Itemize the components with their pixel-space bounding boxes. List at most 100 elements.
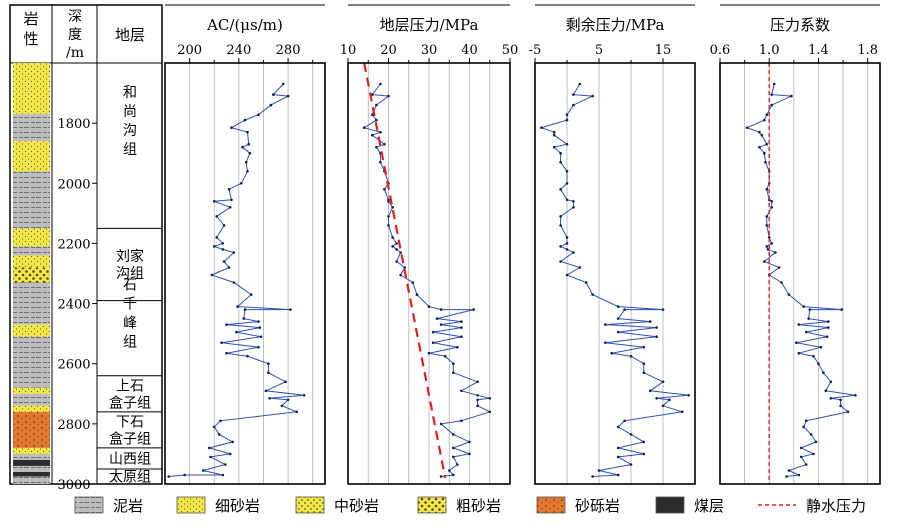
data-point	[222, 260, 226, 263]
data-point	[257, 320, 260, 323]
data-point	[758, 145, 761, 149]
data-point	[415, 293, 419, 296]
litho-interval-fine_sandstone	[13, 141, 50, 172]
data-point	[289, 308, 292, 311]
data-point	[839, 398, 842, 402]
data-point	[572, 251, 575, 254]
header-depth-unit: /m	[66, 45, 84, 61]
left-table-frame	[9, 4, 163, 485]
data-point	[565, 142, 569, 146]
data-point	[616, 455, 620, 459]
data-point	[642, 452, 646, 456]
data-point	[243, 308, 247, 311]
data-point	[219, 419, 222, 423]
data-point	[661, 308, 665, 311]
data-point	[770, 103, 773, 107]
legend-label: 中砂岩	[334, 497, 379, 515]
depth-tick-label: 1800	[57, 117, 90, 132]
data-point	[839, 404, 842, 408]
depth-tick-label: 2800	[57, 418, 90, 433]
depth-tick-label: 3000	[57, 478, 90, 493]
legend-swatch	[74, 496, 104, 514]
litho-interval-mudstone	[13, 336, 50, 388]
data-point	[597, 469, 601, 472]
data-point	[687, 394, 690, 397]
data-point	[812, 452, 815, 456]
data-point	[439, 323, 443, 326]
data-point	[281, 82, 285, 86]
data-point	[460, 326, 463, 329]
data-point	[472, 308, 475, 311]
data-point	[371, 113, 374, 116]
data-point	[817, 362, 820, 366]
litho-interval-mudstone	[13, 246, 50, 256]
data-point	[443, 354, 447, 358]
data-point	[552, 130, 556, 134]
data-point	[591, 293, 594, 296]
data-point	[212, 425, 216, 429]
data-point	[476, 398, 479, 402]
x-tick-label: 1.4	[808, 43, 829, 58]
legend-label: 粗砂岩	[456, 497, 501, 515]
data-point	[770, 242, 773, 245]
data-point	[559, 245, 562, 248]
data-point	[846, 410, 850, 414]
data-point	[391, 206, 394, 209]
data-point	[763, 118, 766, 122]
formation-label: 组	[123, 142, 137, 158]
data-point	[797, 473, 801, 477]
data-point	[764, 160, 767, 164]
formation-label: 上石	[116, 378, 144, 394]
data-point	[790, 94, 793, 98]
depth-tick-label: 2000	[57, 177, 90, 192]
data-point	[559, 224, 562, 227]
data-point	[460, 320, 463, 323]
data-point	[232, 281, 236, 284]
data-point	[257, 345, 260, 349]
litho-interval-fine_sandstone	[13, 324, 50, 337]
data-point	[578, 266, 582, 269]
data-point	[259, 335, 263, 339]
data-point	[642, 362, 646, 366]
data-point	[269, 103, 273, 107]
data-point	[249, 293, 253, 296]
x-tick-label: 1.0	[759, 43, 780, 58]
formation-label: 石	[123, 278, 137, 294]
data-point	[829, 397, 833, 400]
litho-interval-fine_sandstone	[13, 447, 50, 454]
data-point	[468, 440, 471, 444]
data-point	[246, 130, 249, 134]
data-point	[488, 410, 492, 414]
data-point	[814, 440, 818, 444]
data-point	[797, 351, 801, 355]
data-point	[439, 308, 443, 311]
data-point	[284, 380, 287, 384]
data-point	[395, 242, 398, 245]
data-point	[787, 293, 791, 296]
data-point	[230, 198, 233, 202]
data-point	[235, 330, 238, 334]
data-point	[578, 82, 582, 86]
data-point	[559, 260, 562, 263]
litho-interval-fine_sandstone	[13, 387, 50, 394]
x-tick-label: 200	[177, 43, 202, 58]
data-point	[242, 317, 246, 320]
data-point	[460, 389, 463, 393]
data-point	[655, 335, 658, 339]
data-point	[375, 145, 378, 149]
data-point	[809, 433, 813, 436]
data-point	[228, 452, 232, 456]
data-point	[488, 397, 492, 400]
data-point	[765, 224, 769, 227]
data-point	[604, 341, 607, 345]
data-point	[375, 118, 378, 122]
data-point	[623, 419, 626, 423]
data-point	[552, 145, 556, 149]
data-point	[772, 82, 776, 86]
data-point	[246, 354, 249, 358]
data-point	[268, 397, 271, 400]
data-point	[642, 440, 646, 444]
x-tick-label: 30	[421, 43, 438, 58]
data-point	[280, 404, 284, 408]
data-point	[452, 362, 455, 366]
